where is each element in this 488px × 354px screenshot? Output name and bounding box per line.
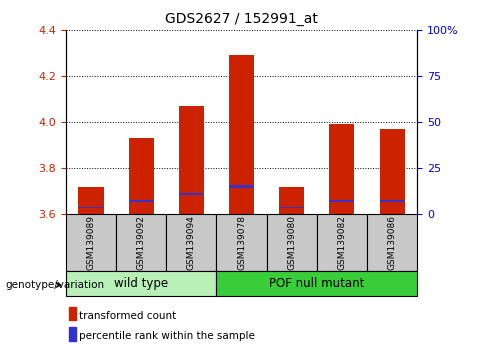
Bar [229, 185, 254, 188]
Text: GSM139080: GSM139080 [287, 215, 296, 270]
Text: GSM139086: GSM139086 [387, 215, 397, 270]
Bar [266, 214, 317, 271]
Text: wild type: wild type [114, 277, 168, 290]
Bar [329, 124, 354, 214]
Bar [179, 193, 204, 195]
Bar [66, 214, 116, 271]
Text: GSM139082: GSM139082 [337, 215, 346, 270]
Bar [166, 214, 217, 271]
Bar [279, 207, 305, 209]
Bar [279, 187, 305, 214]
Text: POF null mutant: POF null mutant [269, 277, 365, 290]
Bar [179, 106, 204, 214]
Bar [367, 214, 417, 271]
Bar [317, 214, 367, 271]
Bar [129, 138, 154, 214]
Bar [116, 214, 166, 271]
Text: genotype/variation: genotype/variation [5, 280, 104, 290]
Bar [129, 200, 154, 201]
Text: percentile rank within the sample: percentile rank within the sample [79, 331, 254, 341]
Text: GSM139089: GSM139089 [86, 215, 96, 270]
Bar [69, 327, 76, 341]
Bar [329, 200, 354, 201]
Bar [79, 207, 103, 209]
Bar [380, 200, 405, 201]
Bar [79, 187, 103, 214]
Text: GSM139092: GSM139092 [137, 215, 146, 270]
Bar [229, 55, 254, 214]
Text: GSM139078: GSM139078 [237, 215, 246, 270]
Text: GSM139094: GSM139094 [187, 215, 196, 270]
Bar [66, 271, 217, 296]
Bar [217, 214, 266, 271]
Title: GDS2627 / 152991_at: GDS2627 / 152991_at [165, 12, 318, 26]
Bar [380, 129, 405, 214]
Bar [69, 307, 76, 320]
Text: transformed count: transformed count [79, 310, 176, 321]
Bar [217, 271, 417, 296]
